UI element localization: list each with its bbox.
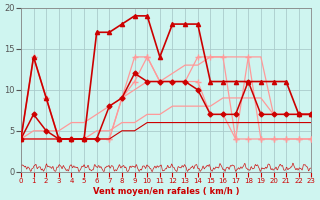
X-axis label: Vent moyen/en rafales ( km/h ): Vent moyen/en rafales ( km/h ) [93, 187, 239, 196]
